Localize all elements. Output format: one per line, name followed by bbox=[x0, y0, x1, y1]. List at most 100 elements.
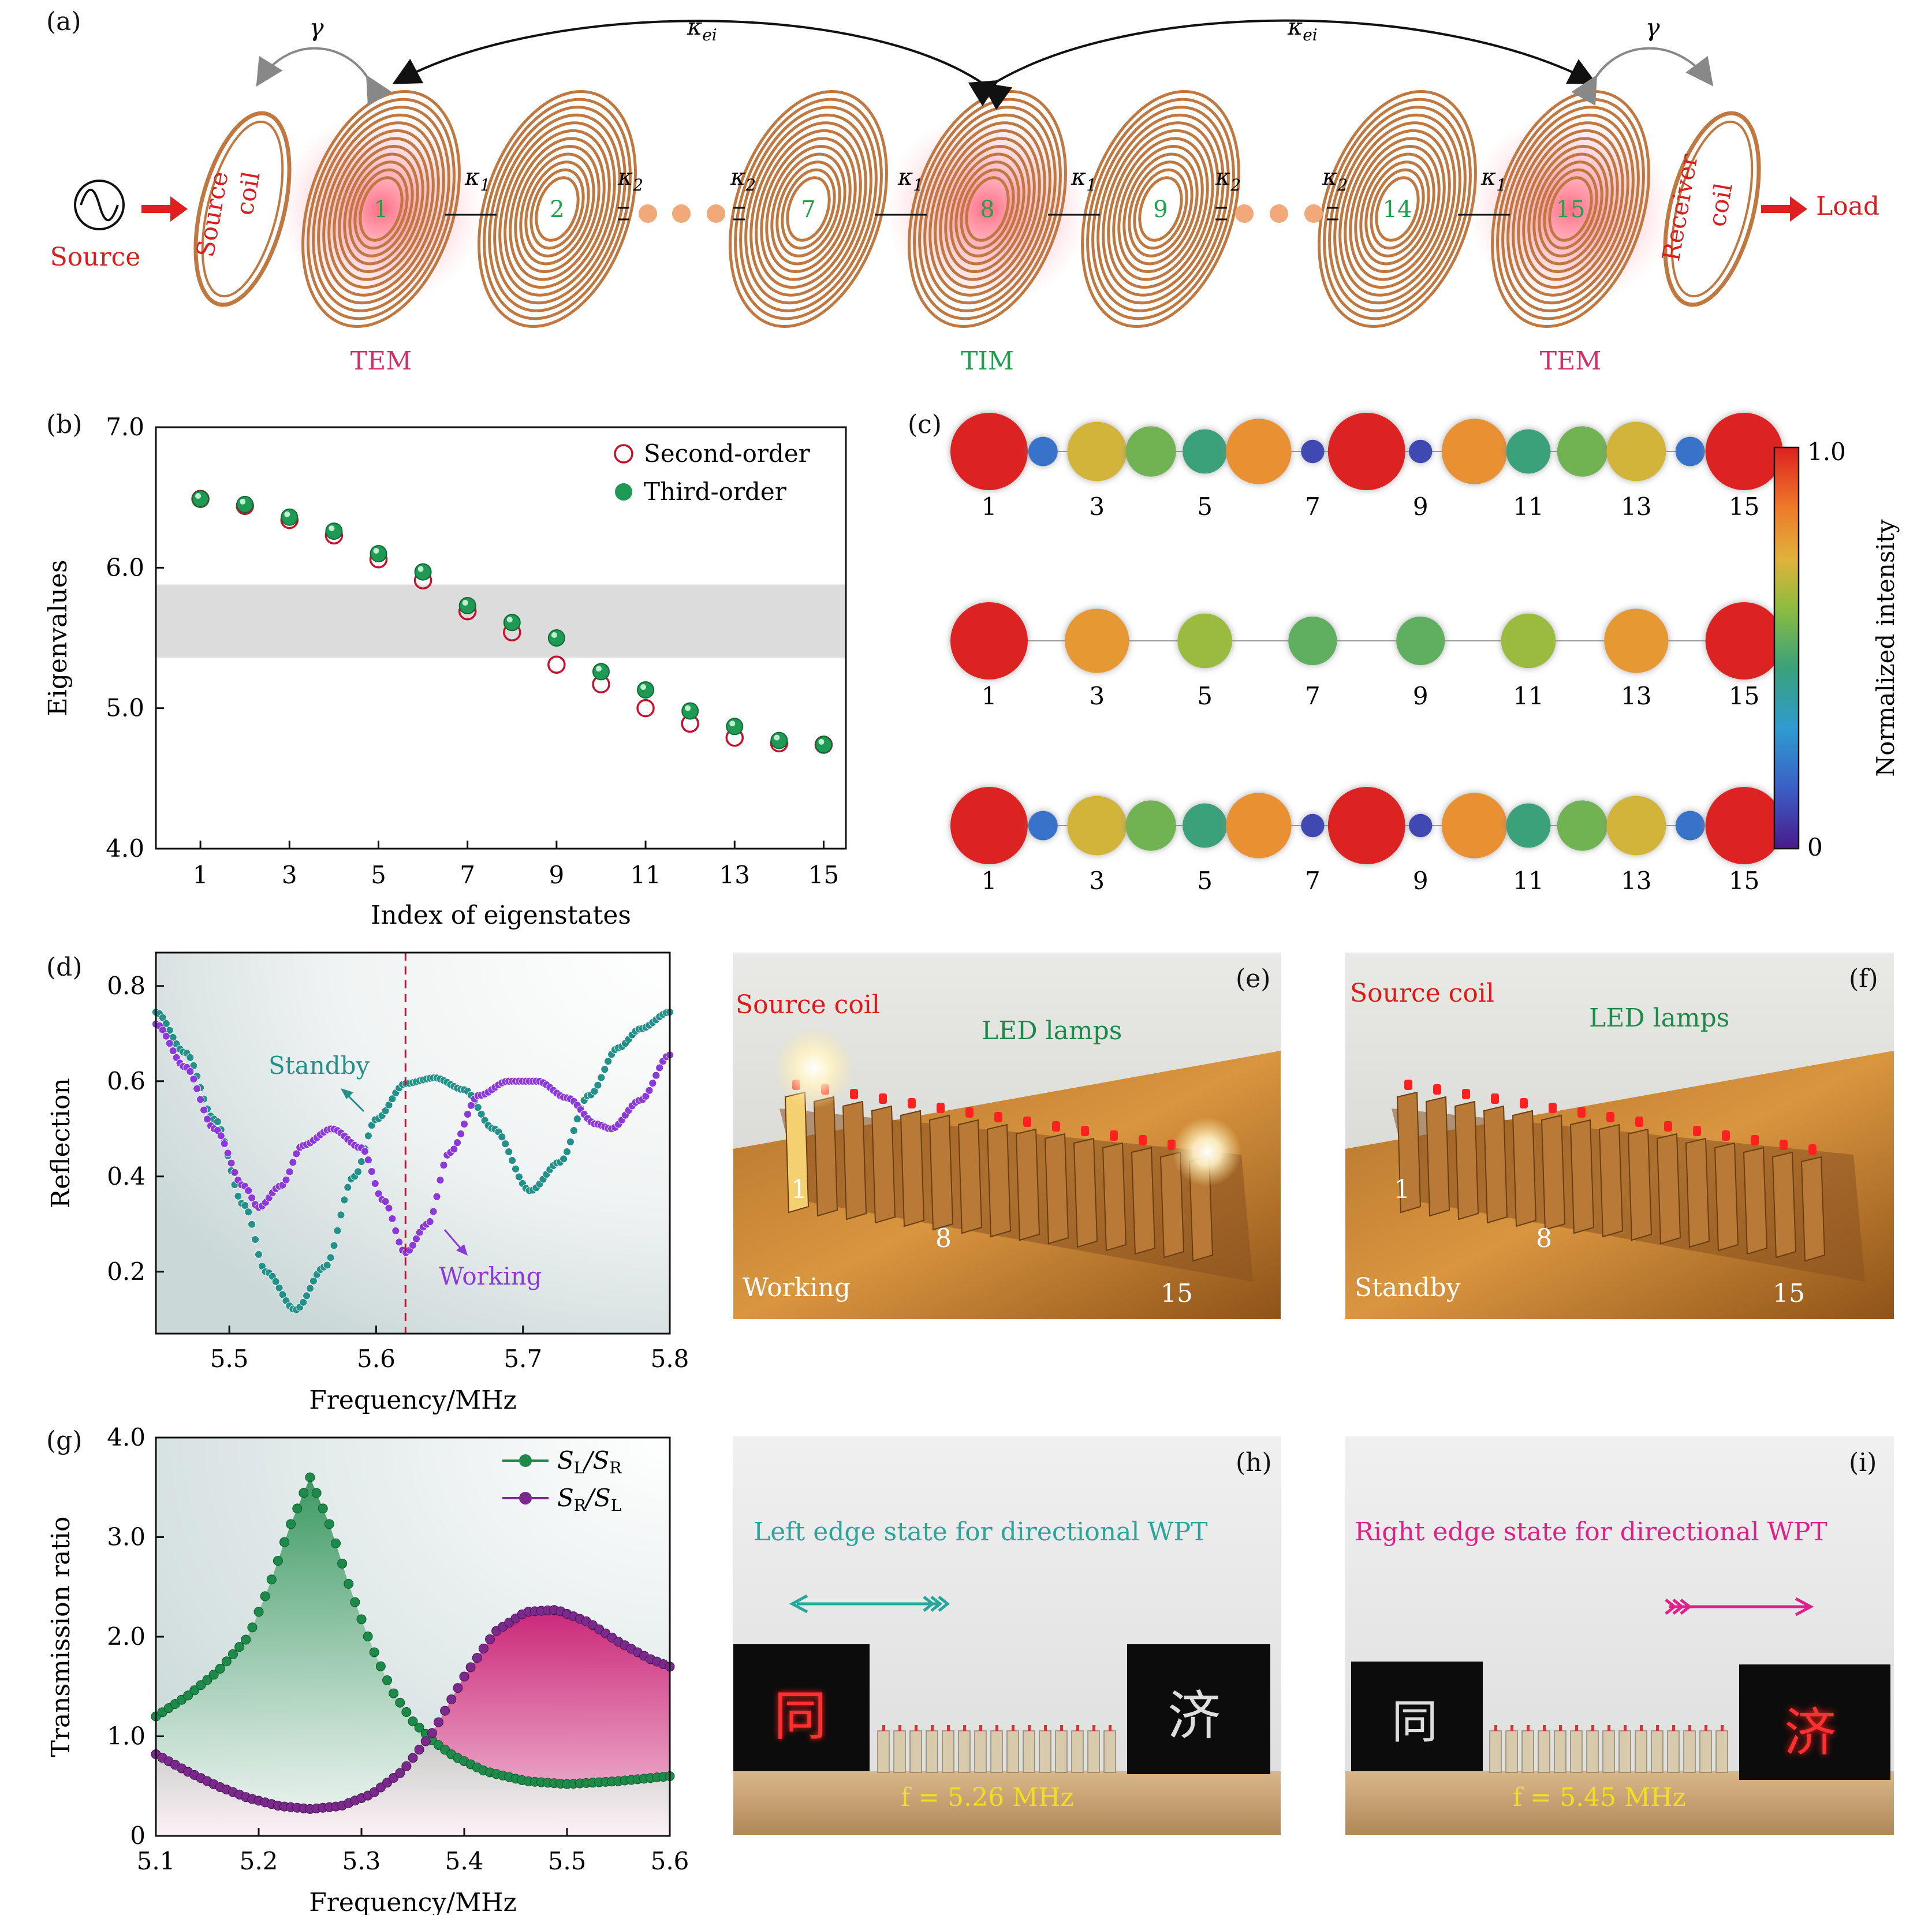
mini-coil-plate bbox=[974, 1730, 987, 1773]
y-tick-label: 0.6 bbox=[107, 1067, 146, 1095]
working-point bbox=[162, 1032, 170, 1040]
y-axis-label: Eigenvalues bbox=[43, 560, 73, 716]
legend-marker-third-order bbox=[615, 483, 632, 501]
sl-sr-point bbox=[234, 1642, 245, 1652]
sl-sr-point bbox=[389, 1688, 399, 1699]
working-point bbox=[412, 1234, 420, 1243]
x-tick-label: 11 bbox=[630, 861, 661, 889]
site-label: 15 bbox=[1729, 682, 1759, 710]
kappa-ei-label: κei bbox=[687, 14, 717, 44]
led-lamp bbox=[1110, 1130, 1118, 1141]
sl-sr-point bbox=[273, 1555, 283, 1566]
working-point bbox=[364, 1156, 372, 1164]
mode-standby-label: Standby bbox=[1355, 1273, 1461, 1302]
sl-sr-point bbox=[253, 1607, 264, 1617]
coil-turn bbox=[1133, 168, 1188, 250]
mini-coil-plate bbox=[1554, 1730, 1567, 1773]
standby-point bbox=[597, 1073, 606, 1082]
x-tick-label: 5.2 bbox=[240, 1847, 278, 1875]
led-lamps-label: LED lamps bbox=[982, 1016, 1122, 1046]
site-intensity-circle bbox=[1557, 426, 1607, 477]
led-lamp bbox=[1404, 1080, 1412, 1090]
coil-plate bbox=[1598, 1123, 1624, 1238]
sl-sr-point bbox=[337, 1558, 348, 1569]
legend-third-order: Third-order bbox=[644, 477, 787, 506]
mini-led bbox=[1559, 1725, 1562, 1731]
photo-right-edge-state: (i) Right edge state for directional WPT… bbox=[1345, 1436, 1894, 1835]
standby-point bbox=[590, 1087, 599, 1096]
standby-point bbox=[601, 1065, 609, 1074]
coil-turn bbox=[1375, 176, 1420, 242]
eigenstate-distribution-chart: 1 3 5 7 9 11 13 151 3 5 7 9 11 13 151 3 5 7 9 11 13 151.00Nor… bbox=[950, 413, 1900, 895]
coil-plate bbox=[1454, 1100, 1479, 1220]
sr-sl-point bbox=[408, 1753, 418, 1763]
mini-led bbox=[1607, 1725, 1610, 1731]
coil-turn bbox=[338, 145, 424, 273]
mini-coil-plate bbox=[1489, 1730, 1502, 1773]
sr-sl-point bbox=[446, 1694, 457, 1705]
site-intensity-circle bbox=[1301, 439, 1325, 464]
coil-plate bbox=[1627, 1128, 1653, 1241]
sl-sr-point bbox=[350, 1597, 360, 1607]
standby-arrow bbox=[345, 1093, 365, 1113]
mini-led bbox=[1076, 1725, 1079, 1731]
standby-point bbox=[505, 1148, 513, 1156]
sl-sr-point bbox=[228, 1649, 238, 1659]
coil-turn bbox=[755, 129, 862, 289]
mini-coil-plate bbox=[1683, 1730, 1696, 1773]
led-lamp bbox=[1577, 1107, 1586, 1118]
sr-sl-point bbox=[427, 1728, 437, 1738]
mini-coil-plate bbox=[1570, 1730, 1583, 1773]
coil-plate bbox=[1102, 1142, 1127, 1252]
mini-led bbox=[898, 1725, 901, 1731]
standby-point bbox=[594, 1081, 602, 1089]
mini-led bbox=[1721, 1725, 1724, 1731]
standby-point bbox=[337, 1211, 345, 1219]
coil-turn bbox=[333, 137, 430, 281]
coil-turn bbox=[1364, 160, 1430, 257]
sr-sl-point bbox=[420, 1736, 431, 1746]
working-arrow-head bbox=[456, 1244, 468, 1256]
led-lamp bbox=[1635, 1117, 1643, 1127]
panel-d-letter: (d) bbox=[46, 953, 83, 982]
standby-point bbox=[388, 1095, 397, 1103]
site-label: 1 bbox=[982, 492, 997, 521]
coil-number: 8 bbox=[980, 196, 994, 223]
led-lamp bbox=[1549, 1103, 1557, 1113]
site-label: 9 bbox=[1413, 492, 1429, 521]
working-point bbox=[457, 1130, 465, 1138]
coil-8-label: 8 bbox=[1536, 1224, 1552, 1253]
site-intensity-circle bbox=[1067, 796, 1127, 856]
mini-led bbox=[995, 1725, 998, 1731]
led-lamp bbox=[965, 1107, 974, 1118]
led-char-right-lit: 济 bbox=[1784, 1703, 1836, 1763]
resonator-coil-9: 9 bbox=[1081, 90, 1240, 328]
site-intensity-circle bbox=[1705, 787, 1783, 864]
site-label: 11 bbox=[1513, 682, 1543, 710]
site-label: 9 bbox=[1413, 867, 1429, 895]
working-point bbox=[464, 1110, 472, 1118]
standby-label: Standby bbox=[268, 1051, 370, 1080]
right-edge-caption: Right edge state for directional WPT bbox=[1355, 1517, 1827, 1547]
coil-8-label: 8 bbox=[935, 1224, 952, 1253]
coil-turn bbox=[503, 129, 611, 289]
coil-turn bbox=[1333, 113, 1461, 305]
led-lamp bbox=[1139, 1135, 1147, 1145]
coil-plate bbox=[928, 1114, 954, 1231]
working-point bbox=[655, 1063, 664, 1072]
working-point bbox=[289, 1158, 297, 1167]
mini-coil-plate bbox=[1055, 1730, 1068, 1773]
mode-label: TEM bbox=[350, 346, 412, 376]
coil-turn bbox=[1128, 160, 1193, 257]
site-intensity-circle bbox=[950, 413, 1028, 490]
panel-i-letter: (i) bbox=[1849, 1448, 1877, 1477]
working-point bbox=[436, 1176, 445, 1184]
sl-sr-point bbox=[395, 1697, 405, 1708]
working-point bbox=[467, 1101, 475, 1110]
coil-plate bbox=[1512, 1110, 1537, 1227]
mini-coil-plate bbox=[1103, 1730, 1116, 1773]
site-intensity-circle bbox=[1028, 436, 1058, 466]
working-point bbox=[203, 1115, 211, 1123]
working-point bbox=[282, 1175, 290, 1184]
